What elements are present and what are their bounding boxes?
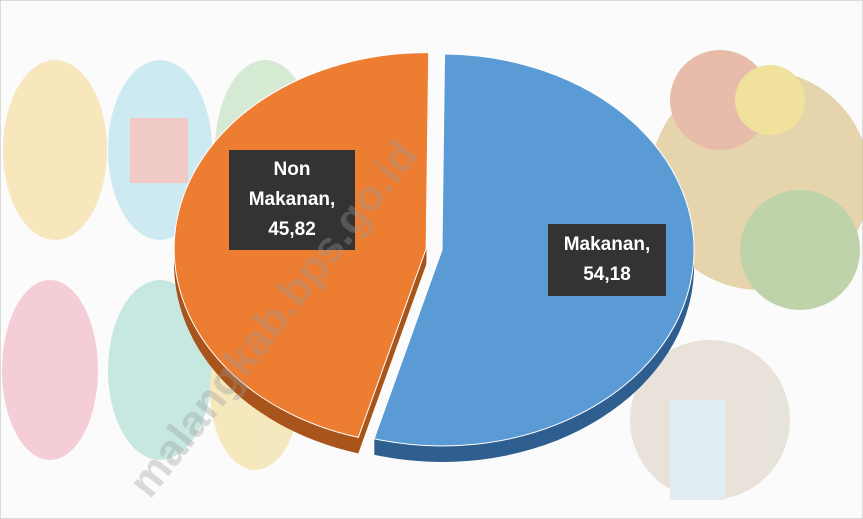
value-label: 54,18: [583, 264, 631, 285]
category-label: Non: [274, 159, 311, 180]
chart: Makanan,54,18NonMakanan,45,82 malangkab.…: [0, 0, 863, 519]
category-label: Makanan,: [564, 234, 651, 255]
category-label: Makanan,: [249, 189, 336, 210]
